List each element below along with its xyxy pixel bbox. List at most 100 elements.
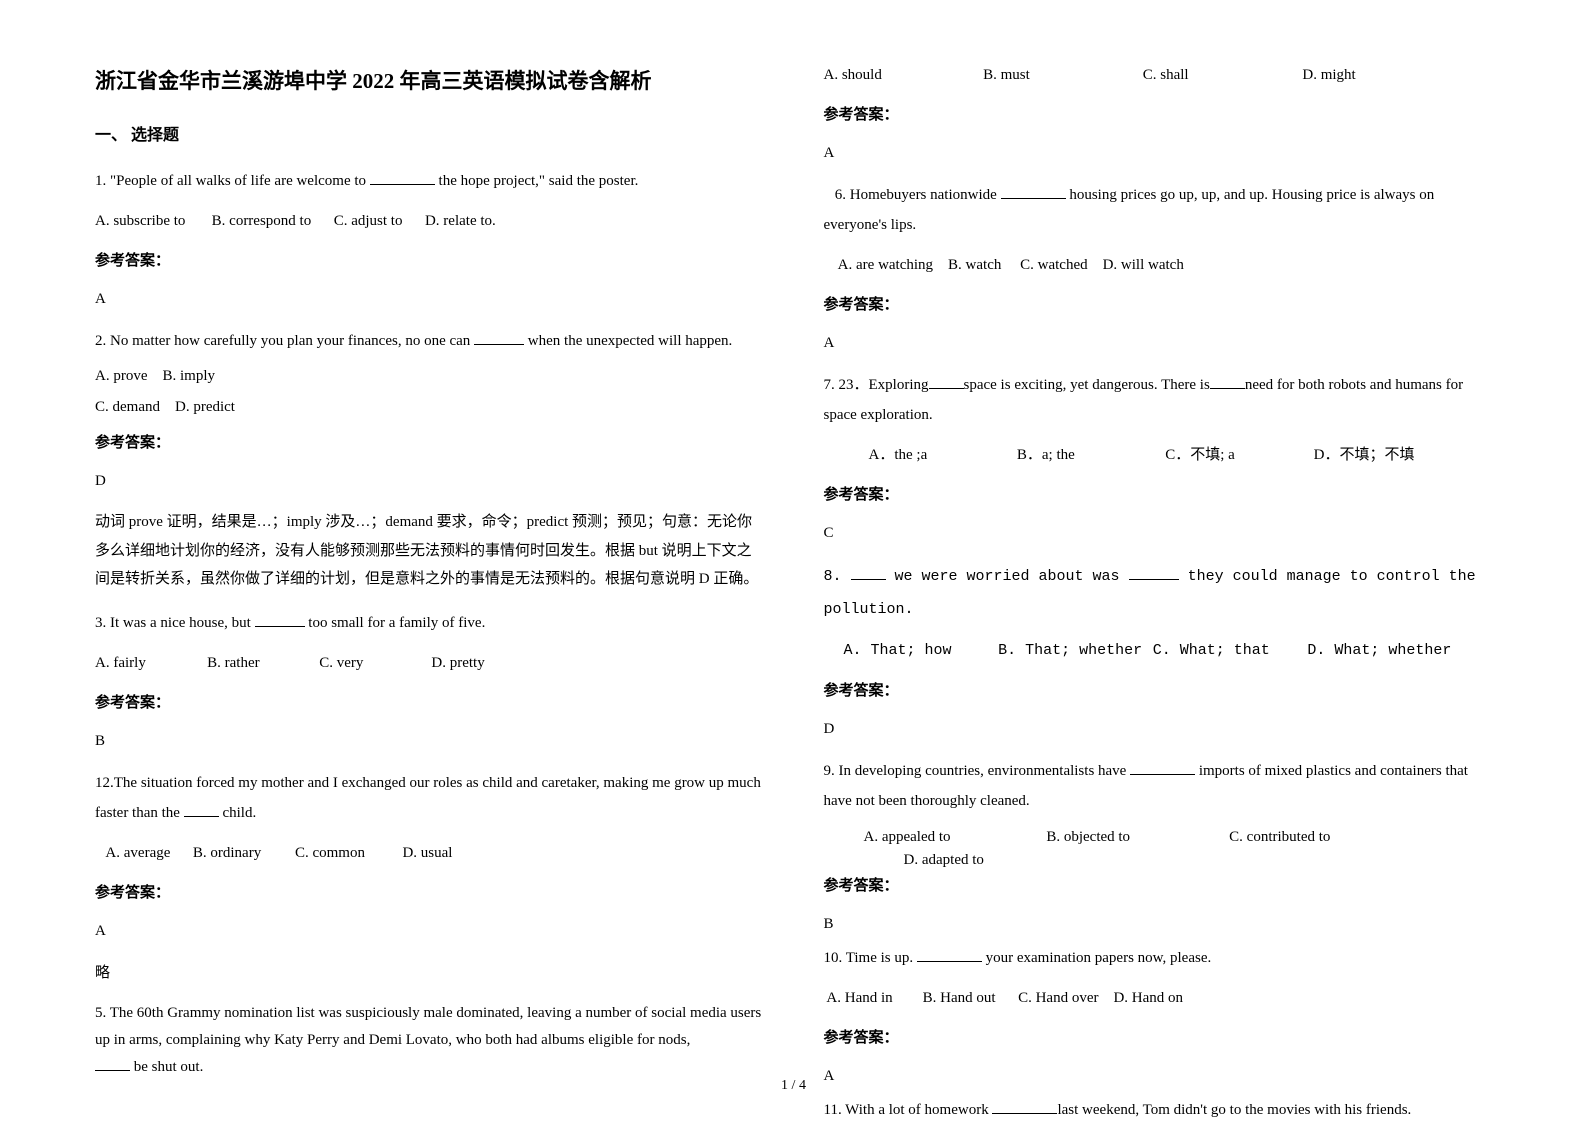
answer-label: 参考答案： [824, 480, 1493, 510]
page-number: 1 / 4 [781, 1078, 806, 1094]
q3-options: A. fairly B. rather C. very D. pretty [95, 648, 764, 678]
blank-icon [917, 947, 982, 962]
q7-stem-b: space is exciting, yet dangerous. There … [964, 377, 1210, 393]
q3-opt-a: A. fairly [95, 648, 207, 678]
blank-icon [1001, 184, 1066, 199]
answer-label: 参考答案： [824, 100, 1493, 130]
q7-opt-c: C．不填; a [1165, 440, 1313, 470]
q2-stem-a: 2. No matter how carefully you plan your… [95, 333, 474, 349]
q5-opt-a: A. should [824, 60, 984, 90]
q8-opt-b: B. That; whether [998, 636, 1153, 666]
q12-note: 略 [95, 958, 764, 988]
answer-label: 参考答案： [824, 676, 1493, 706]
q9-options-line2: D. adapted to [824, 849, 1493, 872]
q1-answer: A [95, 284, 764, 314]
answer-label: 参考答案： [824, 1023, 1493, 1053]
q12-options: A. average B. ordinary C. common D. usua… [95, 838, 764, 868]
q6-options: A. are watching B. watch C. watched D. w… [824, 250, 1493, 280]
q2-options-line2: C. demand D. predict [95, 397, 764, 418]
document-title: 浙江省金华市兰溪游埠中学 2022 年高三英语模拟试卷含解析 [95, 60, 764, 102]
q5-opt-d: D. might [1302, 60, 1462, 90]
q1-stem-b: the hope project," said the poster. [435, 173, 639, 189]
q3-stem-b: too small for a family of five. [305, 615, 486, 631]
answer-label: 参考答案： [95, 688, 764, 718]
q2-explanation: 动词 prove 证明，结果是…；imply 涉及…；demand 要求，命令；… [95, 508, 764, 594]
q9-opt-d: D. adapted to [904, 852, 984, 868]
answer-label: 参考答案： [824, 290, 1493, 320]
question-5: 5. The 60th Grammy nomination list was s… [95, 1000, 764, 1081]
q9-answer: B [824, 909, 1493, 939]
q8-options: A. That; how B. That; whether C. What; t… [824, 636, 1493, 666]
blank-icon [992, 1099, 1057, 1114]
q12-answer: A [95, 916, 764, 946]
blank-icon [1129, 565, 1179, 580]
section-header: 一、 选择题 [95, 120, 764, 152]
answer-label: 参考答案： [95, 246, 764, 276]
question-7: 7. 23．Exploring space is exciting, yet da… [824, 370, 1493, 430]
blank-icon [184, 802, 219, 817]
q7-opt-b: B．a; the [1017, 440, 1165, 470]
q7-opt-d: D．不填；不填 [1314, 440, 1462, 470]
question-10: 10. Time is up. your examination papers … [824, 943, 1493, 973]
q5-stem-b: be shut out. [130, 1059, 203, 1075]
q8-stem-b: we were worried about was [886, 568, 1129, 585]
q2-stem-b: when the unexpected will happen. [524, 333, 732, 349]
question-11: 11. With a lot of homework last weekend,… [824, 1095, 1493, 1125]
q7-opt-a: A．the ;a [869, 440, 1017, 470]
q10-stem-a: 10. Time is up. [824, 950, 917, 966]
blank-icon [929, 374, 964, 389]
q9-opt-b: B. objected to [1046, 826, 1229, 849]
q6-answer: A [824, 328, 1493, 358]
q9-stem-a: 9. In developing countries, environmenta… [824, 763, 1131, 779]
q7-options: A．the ;a B．a; the C．不填; a D．不填；不填 [824, 440, 1493, 470]
q11-stem-a: 11. With a lot of homework [824, 1102, 993, 1118]
q5-answer: A [824, 138, 1493, 168]
q3-answer: B [95, 726, 764, 756]
answer-label: 参考答案： [95, 428, 764, 458]
left-column: 浙江省金华市兰溪游埠中学 2022 年高三英语模拟试卷含解析 一、 选择题 1.… [95, 60, 764, 1092]
q9-options-line1: A. appealed to B. objected to C. contrib… [824, 826, 1493, 849]
q2-options-line1: A. prove B. imply [95, 366, 764, 387]
q9-opt-a: A. appealed to [864, 826, 1047, 849]
q5-options: A. should B. must C. shall D. might [824, 60, 1493, 90]
q2-answer: D [95, 466, 764, 496]
question-9: 9. In developing countries, environmenta… [824, 756, 1493, 816]
page-container: 浙江省金华市兰溪游埠中学 2022 年高三英语模拟试卷含解析 一、 选择题 1.… [95, 60, 1492, 1092]
q8-stem-a: 8. [824, 568, 851, 585]
q6-stem-a: 6. Homebuyers nationwide [824, 187, 1001, 203]
q10-stem-b: your examination papers now, please. [982, 950, 1211, 966]
question-6: 6. Homebuyers nationwide housing prices … [824, 180, 1493, 240]
q11-stem-b: last weekend, Tom didn't go to the movie… [1057, 1102, 1411, 1118]
q5-opt-c: C. shall [1143, 60, 1303, 90]
question-12: 12.The situation forced my mother and I … [95, 768, 764, 828]
blank-icon [95, 1056, 130, 1071]
q5-stem-a: 5. The 60th Grammy nomination list was s… [95, 1005, 761, 1048]
q10-answer: A [824, 1061, 1493, 1091]
q7-stem-a: 7. 23．Exploring [824, 377, 929, 393]
q10-options: A. Hand in B. Hand out C. Hand over D. H… [824, 983, 1493, 1013]
blank-icon [1130, 760, 1195, 775]
q7-answer: C [824, 518, 1493, 548]
q3-opt-d: D. pretty [431, 648, 543, 678]
blank-icon [474, 330, 524, 345]
q8-answer: D [824, 714, 1493, 744]
q9-opt-c: C. contributed to [1229, 826, 1412, 849]
q8-opt-a: A. That; how [844, 636, 999, 666]
q8-opt-d: D. What; whether [1307, 636, 1462, 666]
blank-icon [255, 612, 305, 627]
answer-label: 参考答案： [95, 878, 764, 908]
q8-opt-c: C. What; that [1153, 636, 1308, 666]
question-3: 3. It was a nice house, but too small fo… [95, 608, 764, 638]
right-column: A. should B. must C. shall D. might 参考答案… [824, 60, 1493, 1092]
blank-icon [370, 170, 435, 185]
answer-label: 参考答案： [824, 871, 1493, 901]
q1-stem-a: 1. "People of all walks of life are welc… [95, 173, 370, 189]
q3-opt-b: B. rather [207, 648, 319, 678]
q3-stem-a: 3. It was a nice house, but [95, 615, 255, 631]
q3-opt-c: C. very [319, 648, 431, 678]
q1-options: A. subscribe to B. correspond to C. adju… [95, 206, 764, 236]
question-2: 2. No matter how carefully you plan your… [95, 326, 764, 356]
blank-icon [1210, 374, 1245, 389]
question-1: 1. "People of all walks of life are welc… [95, 166, 764, 196]
q12-stem-b: child. [219, 805, 257, 821]
